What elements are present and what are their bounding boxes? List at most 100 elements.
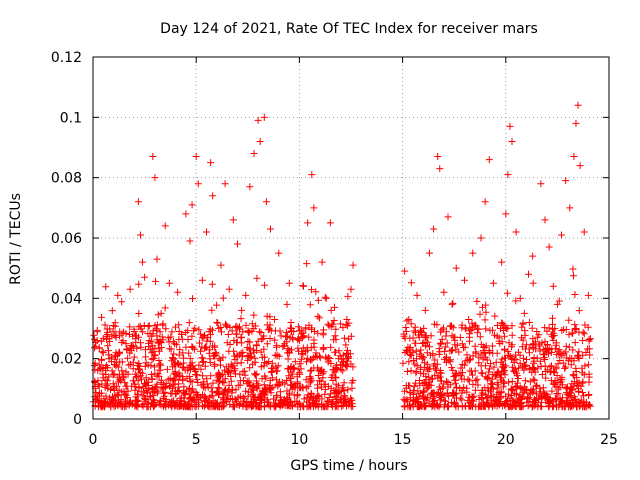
data-point [504, 171, 512, 179]
y-tick-label: 0 [73, 412, 82, 428]
data-point [169, 355, 177, 363]
data-point [141, 273, 149, 281]
data-point [347, 285, 355, 293]
data-point [558, 231, 566, 239]
data-point [186, 237, 194, 245]
data-point [572, 119, 580, 127]
data-point [153, 255, 161, 263]
data-point [145, 343, 153, 351]
y-tick-label: 0.08 [51, 171, 82, 187]
data-points [89, 101, 594, 411]
data-point [188, 201, 196, 209]
data-point [136, 231, 144, 239]
data-point [436, 165, 444, 173]
y-tick-label: 0.04 [51, 291, 82, 307]
data-point [576, 162, 584, 170]
data-point [229, 216, 237, 224]
data-point [217, 261, 225, 269]
data-point [456, 334, 464, 342]
data-point [207, 159, 215, 167]
data-point [126, 285, 134, 293]
data-point [233, 240, 241, 248]
data-point [271, 315, 279, 323]
data-point [326, 219, 334, 227]
data-point [584, 291, 592, 299]
grid-lines [93, 57, 609, 419]
data-point [318, 258, 326, 266]
data-point [498, 258, 506, 266]
data-point-cloud [89, 260, 594, 411]
data-point [194, 180, 202, 188]
data-point [570, 153, 578, 161]
data-point [250, 150, 258, 158]
data-point [409, 349, 417, 357]
data-point [529, 252, 537, 260]
data-point [473, 297, 481, 305]
data-point [506, 122, 514, 130]
data-point [489, 279, 497, 287]
data-point [508, 137, 516, 145]
data-point [262, 198, 270, 206]
data-point [533, 328, 541, 336]
data-point [349, 261, 357, 269]
data-point [520, 309, 528, 317]
data-point [448, 300, 456, 308]
data-point [246, 183, 254, 191]
data-point [339, 367, 347, 375]
data-point [494, 321, 502, 329]
data-point [322, 294, 330, 302]
data-point [310, 204, 318, 212]
data-point [477, 234, 485, 242]
data-point [481, 198, 489, 206]
data-point [335, 355, 343, 363]
data-point [545, 243, 553, 251]
data-point [444, 213, 452, 221]
data-point [203, 228, 211, 236]
data-point [151, 174, 159, 182]
data-point [516, 294, 524, 302]
data-point [99, 349, 107, 357]
y-tick-labels: 0 0.02 0.04 0.06 0.08 0.1 0.12 [51, 50, 82, 428]
x-tick-label: 10 [290, 432, 308, 448]
data-point [304, 219, 312, 227]
y-tick-label: 0.12 [51, 50, 82, 66]
data-point [580, 228, 588, 236]
data-point [574, 101, 582, 109]
data-point [122, 340, 130, 348]
data-point [512, 228, 520, 236]
x-tick-label: 0 [89, 432, 98, 448]
data-point [314, 312, 322, 320]
data-point [267, 225, 275, 233]
data-point [287, 328, 295, 336]
x-tick-labels: 0 5 10 15 20 25 [89, 432, 618, 448]
data-point [103, 331, 111, 339]
data-point [283, 300, 291, 308]
data-point [114, 291, 122, 299]
data-point [413, 291, 421, 299]
y-tick-label: 0.1 [60, 110, 82, 126]
data-point [405, 315, 413, 323]
data-point [221, 180, 229, 188]
data-point [295, 337, 303, 345]
data-point [165, 279, 173, 287]
data-point [300, 282, 308, 290]
data-point [238, 306, 246, 314]
data-point [174, 288, 182, 296]
data-point [254, 116, 262, 124]
data-point [209, 192, 217, 200]
data-point [465, 315, 473, 323]
data-point [308, 171, 316, 179]
data-point [161, 222, 169, 230]
data-point [256, 137, 264, 145]
data-point [182, 210, 190, 218]
data-point [343, 315, 351, 323]
data-point [502, 210, 510, 218]
data-point [242, 291, 250, 299]
data-point [330, 303, 338, 311]
x-axis-title: GPS time / hours [290, 458, 407, 474]
data-point [108, 358, 116, 366]
data-point [134, 198, 142, 206]
data-point [440, 288, 448, 296]
data-point [553, 300, 561, 308]
